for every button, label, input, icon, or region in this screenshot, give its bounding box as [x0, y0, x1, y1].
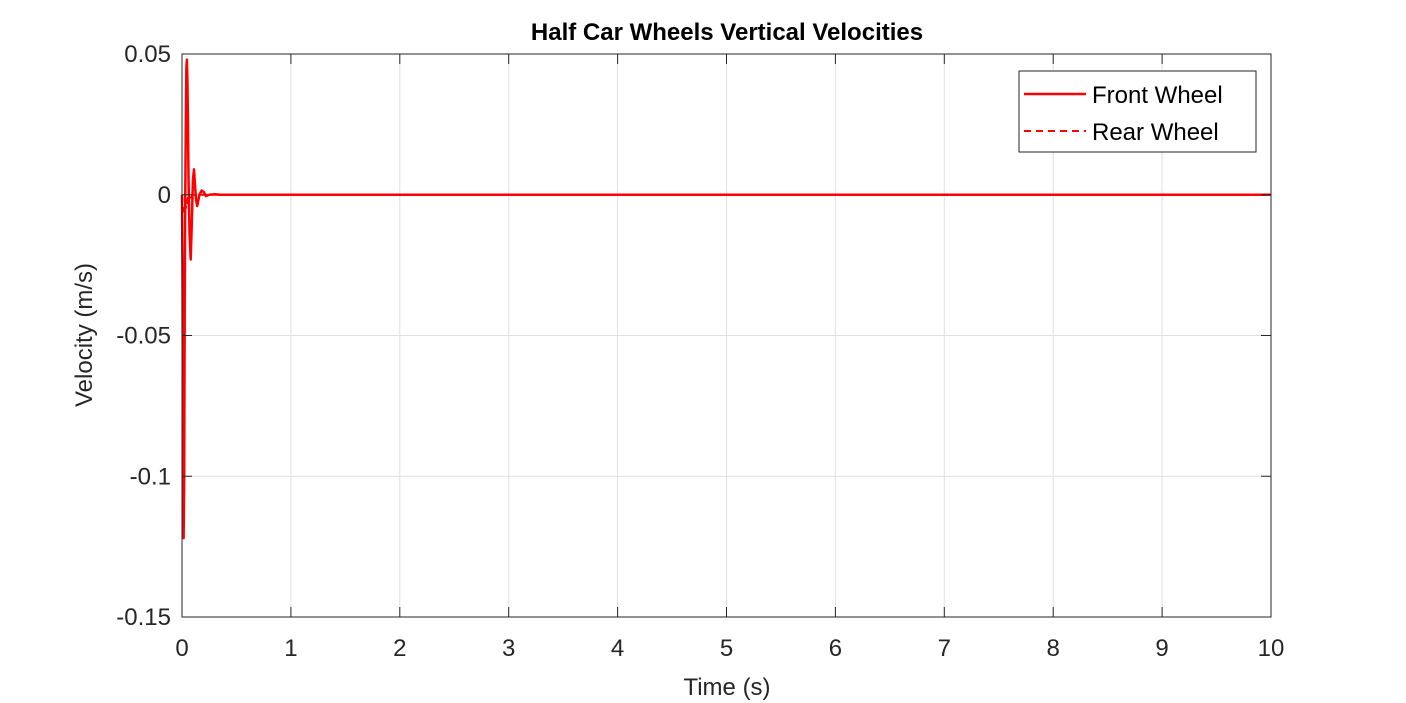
axes	[181, 53, 1272, 618]
x-tick-label: 6	[829, 635, 842, 662]
x-tick-label: 7	[938, 635, 951, 662]
x-tick-label: 1	[284, 635, 297, 662]
x-tick-label: 10	[1258, 635, 1285, 662]
y-tick-label: -0.15	[116, 604, 171, 631]
x-tick-label: 2	[393, 635, 406, 662]
y-tick-label: 0	[158, 182, 171, 209]
y-tick-label: -0.05	[116, 323, 171, 350]
x-tick-label: 4	[611, 635, 624, 662]
legend: Front Wheel Rear Wheel	[1018, 70, 1257, 153]
legend-label-rear-wheel: Rear Wheel	[1092, 119, 1219, 146]
legend-label-front-wheel: Front Wheel	[1092, 82, 1223, 109]
y-axis-label: Velocity (m/s)	[71, 263, 98, 407]
legend-box	[1018, 70, 1257, 153]
x-tick-label: 8	[1047, 635, 1060, 662]
y-tick-label: 0.05	[124, 41, 171, 68]
y-tick-label: -0.1	[130, 463, 171, 490]
series-layer	[180, 58, 1271, 540]
x-tick-label: 0	[175, 635, 188, 662]
tick-labels: 0 1 2 3 4 5 6 7 8 9 10 -0.15 -0.1 -0.05 0 0.05	[116, 41, 1284, 662]
x-tick-label: 9	[1155, 635, 1168, 662]
chart-title: Half Car Wheels Vertical Velocities	[531, 19, 923, 46]
series-line-front-wheel	[180, 58, 1271, 540]
x-tick-label: 3	[502, 635, 515, 662]
x-tick-label: 5	[720, 635, 733, 662]
x-axis-label: Time (s)	[683, 674, 770, 701]
